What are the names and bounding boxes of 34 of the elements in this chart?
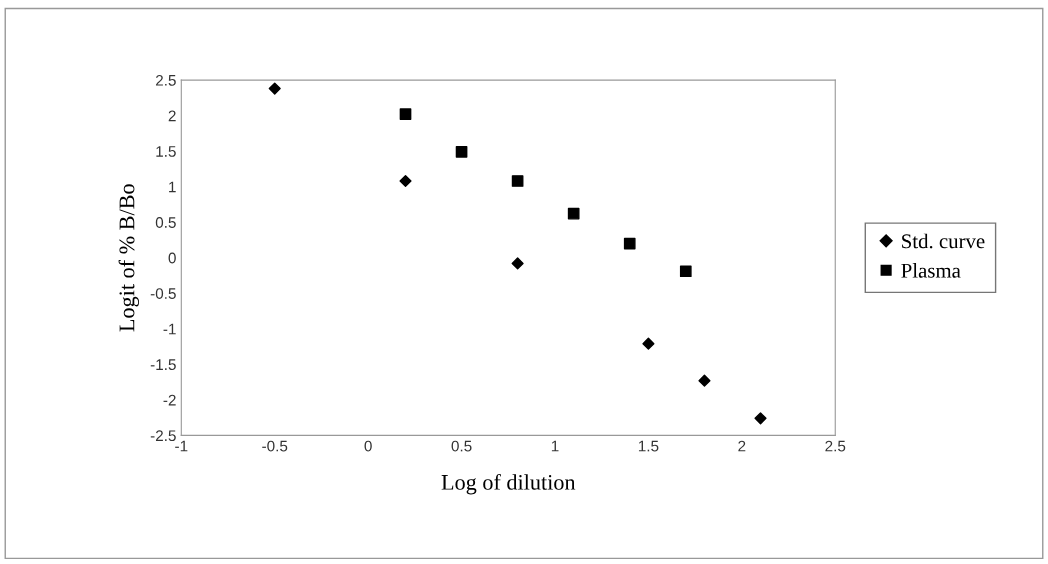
x-axis-title: Log of dilution — [441, 473, 576, 495]
y-tick-label: -1.5 — [150, 359, 176, 371]
y-tick-label: -0.5 — [150, 288, 176, 299]
y-tick-label: 0.5 — [155, 217, 176, 228]
x-tick-label: 1 — [551, 440, 559, 452]
x-tick-label: 0.5 — [451, 440, 472, 452]
point — [511, 257, 524, 270]
x-tick-label: 1.5 — [638, 440, 659, 452]
x-tick-label: -0.5 — [262, 440, 288, 452]
x-tick-label: 2 — [738, 440, 746, 452]
point — [642, 337, 655, 350]
y-axis-title: Logit of % B/Bo — [118, 184, 140, 332]
point — [455, 146, 468, 158]
y-tick-label: -2.5 — [150, 430, 176, 442]
point — [754, 412, 767, 425]
point — [698, 374, 711, 387]
point — [399, 108, 412, 121]
y-tick-label: 1.5 — [156, 146, 176, 157]
x-tick-label: 0 — [364, 440, 372, 452]
y-tick-label: 1 — [169, 181, 176, 193]
point — [399, 174, 412, 188]
y-tick-label: 2.5 — [155, 74, 176, 86]
point — [679, 265, 692, 278]
point — [511, 175, 524, 187]
point — [268, 82, 281, 95]
y-tick-label: 0 — [168, 252, 176, 264]
legend-label: Plasma — [901, 263, 961, 278]
y-tick-label: -1 — [163, 323, 176, 335]
y-tick-label: -2 — [163, 394, 176, 406]
point — [623, 237, 636, 250]
point — [567, 207, 580, 220]
y-tick-label: 2 — [168, 110, 176, 122]
x-tick-label: 2.5 — [825, 440, 846, 452]
legend-label: Std. curve — [902, 233, 985, 249]
